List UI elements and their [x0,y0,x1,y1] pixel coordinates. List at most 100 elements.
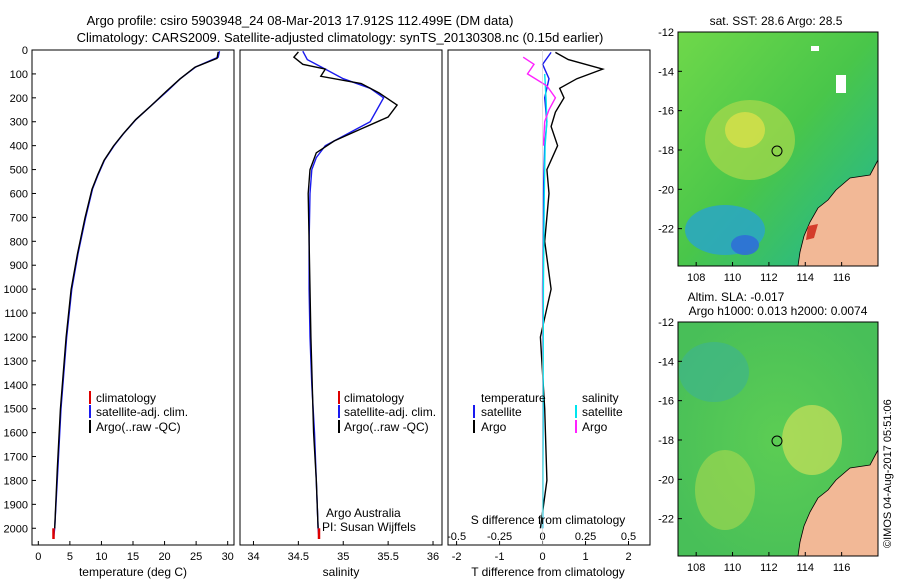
float-location-marker [771,435,783,447]
depth-tick-label: 1800 [4,475,28,487]
lon-tick-label: 112 [760,562,778,574]
legend-header-temperature: temperature [481,391,546,405]
argo-australia-note: Argo Australia [326,506,401,520]
salinity-x-label: salinity [323,565,360,579]
depth-tick-label: 1600 [4,428,28,440]
sst-map-panel: sat. SST: 28.6 Argo: 28.5 108 110 112 114 11… [658,14,879,284]
lat-tick-label: -12 [658,317,674,329]
lat-tick-label: -20 [658,474,674,486]
altimetry-map-subtitle: Argo h1000: 0.013 h2000: 0.0074 [689,304,868,318]
lat-tick-label: -18 [658,435,674,447]
legend-header-salinity: salinity [582,391,619,405]
lat-tick-label: -14 [658,356,674,368]
legend-label-t-satellite: satellite [481,405,522,419]
salinity-panel: 34 34.5 35 35.5 36 climatology satellite-adj… [239,49,443,579]
depth-tick-label: 1400 [4,380,28,392]
lat-tick-label: -14 [658,66,674,78]
series-salinity-argo [522,56,557,146]
sst-missing-data [836,75,846,93]
x-tick-label: 5 [67,551,73,563]
lon-tick-label: 114 [796,272,814,284]
depth-tick-label: 400 [10,141,28,153]
x-tick-label: 34.5 [288,551,309,563]
sst-yellow-patch [725,112,765,148]
depth-tick-label: 500 [10,165,28,177]
depth-tick-label: 1500 [4,404,28,416]
lat-tick-label: -16 [658,396,674,408]
altimetry-map-axes: 108 110 112 114 116 -12 -14 -16 -18 -20 -22 [658,317,850,574]
lon-tick-label: 114 [796,562,814,574]
temperature-plot-frame [31,49,235,546]
legend-label-t-argo: Argo [481,420,507,434]
t-difference-label: T difference from climatology [471,565,625,579]
x-tick-label: 15 [127,551,139,563]
depth-tick-label: 900 [10,260,28,272]
x-tick-label: 34 [247,551,259,563]
legend-label-climatology: climatology [96,391,156,405]
depth-tick-label: 800 [10,236,28,248]
depth-tick-label: 1300 [4,356,28,368]
x-tick-label: 0 [35,551,41,563]
legend-label-argo: Argo(..raw -QC) [96,420,181,434]
header-line-1: Argo profile: csiro 5903948_24 08-Mar-20… [87,13,514,28]
series-salinity-satellite [541,73,548,529]
s-diff-tick-label: -0.5 [447,531,466,543]
temperature-axis: 0 5 10 15 20 25 30 [35,541,234,563]
sst-map-title: sat. SST: 28.6 Argo: 28.5 [710,14,843,28]
depth-tick-label: 2000 [4,523,28,535]
x-tick-label: 35.5 [377,551,398,563]
legend-label-satellite: satellite-adj. clim. [96,405,188,419]
sla-low-patch [679,342,749,402]
difference-series [522,50,605,545]
salinity-axis: 34 34.5 35 35.5 36 [247,541,439,563]
pi-note: PI: Susan Wijffels [322,520,416,534]
legend-label-climatology: climatology [344,391,404,405]
salinity-plot-frame [239,49,443,546]
depth-tick-label: 100 [10,69,28,81]
lat-tick-label: -12 [658,27,674,39]
depth-tick-label: 1900 [4,499,28,511]
x-tick-label: 36 [427,551,439,563]
x-tick-label: 1 [582,551,588,563]
depth-tick-label: 200 [10,93,28,105]
altimetry-map-frame [677,321,879,557]
header-line-2: Climatology: CARS2009. Satellite-adjuste… [77,30,604,45]
depth-tick-label: 1000 [4,284,28,296]
depth-tick-label: 600 [10,188,28,200]
x-tick-label: 0 [539,551,545,563]
legend-label-argo: Argo(..raw -QC) [344,420,429,434]
s-diff-tick-label: -0.25 [487,531,512,543]
lon-tick-label: 116 [833,272,851,284]
s-difference-label: S difference from climatology [471,513,626,527]
x-tick-label: -2 [452,551,462,563]
lon-tick-label: 110 [724,562,742,574]
series-temperature-argo [539,51,605,529]
depth-tick-label: 1700 [4,452,28,464]
lon-tick-label: 116 [833,562,851,574]
temperature-x-label: temperature (deg C) [79,565,187,579]
x-tick-label: 35 [337,551,349,563]
float-location-marker [771,145,783,157]
depth-tick-label: 0 [22,45,28,57]
sst-map-axes: 108 110 112 114 116 -12 -14 -16 -18 -20 -22 [658,27,850,284]
salinity-series [292,50,399,540]
lat-tick-label: -22 [658,224,674,236]
salinity-legend: climatology satellite-adj. clim. Argo(..… [338,391,436,434]
t-difference-axis: -2 -1 0 1 2 [452,541,632,563]
sst-land-coast-warm [806,224,818,240]
difference-panel: -2 -1 0 1 2 -0.5 -0.25 0 0.25 0.5 temperature sa… [447,49,651,579]
sst-cold-patch [731,235,759,255]
legend-label-s-satellite: satellite [582,405,623,419]
lat-tick-label: -20 [658,184,674,196]
x-tick-label: -1 [495,551,505,563]
sla-high-patch [695,450,755,530]
series-argo-raw-qc- [54,51,219,529]
legend-label-satellite: satellite-adj. clim. [344,405,436,419]
temperature-legend: climatology satellite-adj. clim. Argo(..… [89,391,188,434]
lat-tick-label: -22 [658,514,674,526]
x-tick-label: 2 [625,551,631,563]
depth-tick-label: 700 [10,212,28,224]
lon-tick-label: 108 [687,562,705,574]
s-diff-tick-label: 0.25 [575,531,596,543]
